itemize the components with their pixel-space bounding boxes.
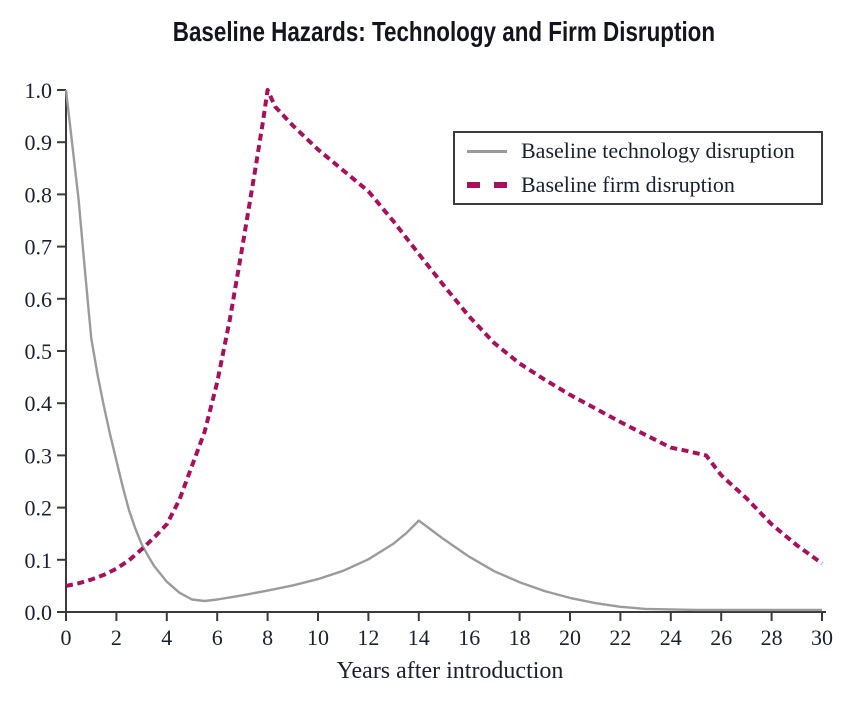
x-tick-label: 24 [660, 625, 682, 650]
technology-disruption-line [64, 89, 822, 612]
legend-item-technology: Baseline technology disruption [467, 134, 821, 168]
y-tick-label: 1.0 [25, 78, 53, 103]
y-tick-label: 0.8 [25, 182, 53, 207]
x-tick-label: 20 [559, 625, 581, 650]
firm-dashed-swatch [467, 182, 507, 188]
x-tick-label: 16 [458, 625, 480, 650]
x-tick-label: 28 [761, 625, 783, 650]
y-tick-label: 0.7 [25, 235, 53, 260]
y-tick-label: 0.5 [25, 339, 53, 364]
chart-title: Baseline Hazards: Technology and Firm Di… [40, 16, 848, 48]
x-tick-label: 0 [61, 625, 72, 650]
legend-item-firm: Baseline firm disruption [467, 168, 821, 202]
x-tick-label: 14 [408, 625, 430, 650]
x-tick-label: 18 [509, 625, 531, 650]
y-tick-label: 0.6 [25, 287, 53, 312]
x-tick-label: 12 [357, 625, 379, 650]
x-tick-label: 26 [710, 625, 732, 650]
x-tick-label: 8 [262, 625, 273, 650]
legend-label-technology: Baseline technology disruption [521, 138, 795, 163]
x-tick-label: 10 [307, 625, 329, 650]
y-tick-label: 0.9 [25, 130, 53, 155]
y-tick-label: 0.2 [25, 496, 53, 521]
x-tick-label: 6 [212, 625, 223, 650]
y-tick-label: 0.3 [25, 443, 53, 468]
y-tick-label: 0.1 [25, 548, 53, 573]
y-tick-label: 0.0 [25, 600, 53, 625]
legend: Baseline technology disruption Baseline … [453, 131, 823, 205]
chart-title-text: Baseline Hazards: Technology and Firm Di… [172, 16, 716, 47]
y-tick-label: 0.4 [25, 391, 53, 416]
firm-disruption-line [65, 88, 824, 588]
x-tick-label: 2 [111, 625, 122, 650]
x-tick-label: 30 [811, 625, 833, 650]
x-tick-label: 22 [609, 625, 631, 650]
x-axis-title: Years after introduction [337, 658, 564, 684]
legend-label-firm: Baseline firm disruption [521, 172, 735, 197]
x-tick-label: 4 [161, 625, 172, 650]
technology-line-swatch [467, 149, 507, 153]
